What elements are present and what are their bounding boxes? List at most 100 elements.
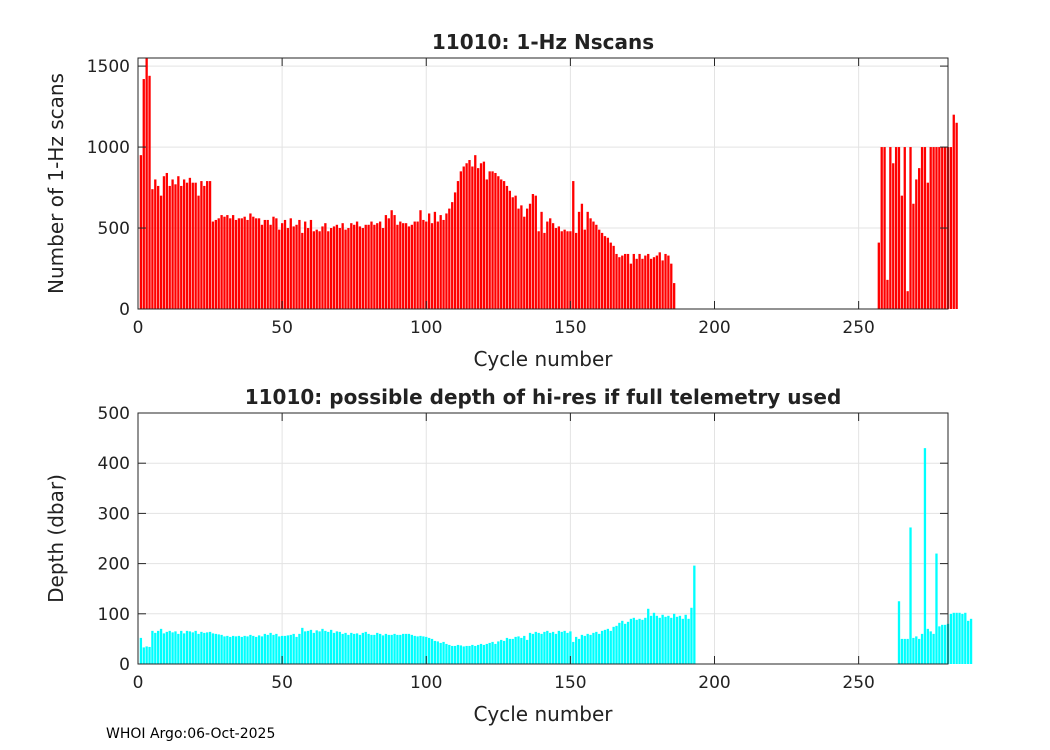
axes-box [137,412,949,665]
bar [332,226,336,309]
bar [353,224,356,309]
bar [961,613,964,664]
bar [923,448,927,664]
bar [534,195,537,309]
bar [427,637,431,664]
bar [528,203,532,309]
bar [592,221,595,309]
bar [886,279,889,309]
bar [531,194,535,309]
bar [275,633,278,664]
bar [451,645,454,664]
bar [632,617,635,664]
bar [595,224,598,309]
bar [358,226,362,309]
bar [370,221,373,309]
bar [151,630,154,664]
bar [488,642,491,664]
bar [381,228,385,309]
bar [949,613,953,664]
bar [644,617,647,664]
bar [208,631,212,664]
bar [964,612,967,664]
bar [327,231,330,309]
bar [217,218,220,309]
bar [387,634,390,664]
bar [355,633,359,664]
bar [280,635,284,664]
bar [638,253,641,309]
axes-box [137,57,949,310]
bar [165,631,168,664]
bar [249,634,252,664]
bar [321,628,324,664]
bar [557,226,561,309]
chart-title: 11010: 1-Hz Nscans [432,30,654,54]
bar [903,638,906,664]
bar [430,638,434,664]
x-tick-label: 0 [133,673,144,693]
bar [563,229,566,309]
bar [234,219,238,309]
bar [459,171,462,309]
bar [938,626,941,664]
bar [629,263,633,309]
bar [649,615,653,664]
bar [497,176,500,309]
bar [549,218,552,309]
bar [162,176,166,309]
bar [621,255,624,309]
bar [295,636,298,664]
bar [433,640,437,664]
bar [505,185,509,309]
bar [523,216,526,309]
bar [537,632,540,664]
bar [471,166,474,309]
bar [318,631,321,664]
x-tick-label: 50 [271,318,293,338]
bar [572,181,575,309]
bar [482,161,486,309]
bar [926,182,929,309]
bar [664,253,667,309]
x-tick-label: 250 [842,318,874,338]
bar [892,163,895,309]
bar [543,631,546,664]
bar [387,218,390,309]
bar [667,615,670,664]
bar [629,618,633,664]
bar [168,185,171,309]
bar [938,147,941,309]
bar [569,631,572,664]
bar [347,228,350,309]
bar [142,647,145,664]
bar [491,171,494,309]
bar [600,630,604,664]
bar [249,213,252,309]
bar [577,638,581,664]
bar [511,638,514,664]
bar [540,211,543,309]
bar [909,527,912,664]
bar [557,630,561,664]
bar [419,635,422,664]
bar [226,215,229,309]
bar [566,632,569,664]
bar [652,257,656,309]
x-tick-label: 150 [554,673,586,693]
bar [269,224,272,309]
bar [402,223,405,309]
bar [641,258,644,309]
bar [670,617,673,664]
bar [935,147,938,309]
bar [364,631,367,664]
bar [523,635,526,664]
bar [609,242,612,309]
bar [586,633,589,664]
bar [647,253,650,309]
bar [445,213,448,309]
bar [396,224,399,309]
bar [575,232,578,309]
bar [390,634,393,664]
